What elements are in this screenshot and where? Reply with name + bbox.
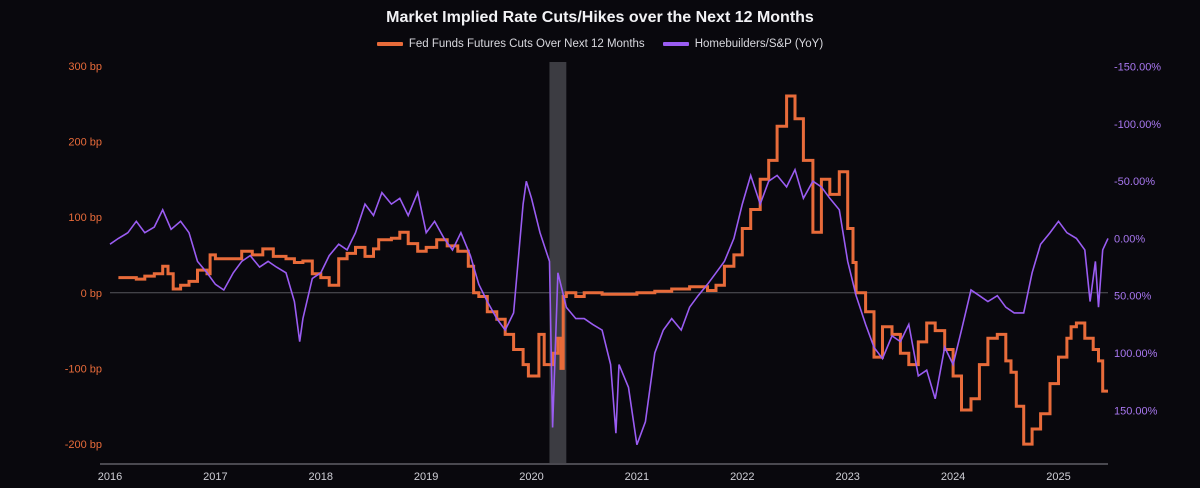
legend-swatch-homebuilders <box>662 42 689 46</box>
series-line-homebuilders <box>109 167 1109 445</box>
y-right-tick-label: 100.00% <box>1114 348 1158 360</box>
x-tick-label: 2017 <box>203 471 227 483</box>
y-left-tick-label: -200 bp <box>65 439 102 451</box>
x-tick-label: 2021 <box>625 471 649 483</box>
y-right-tick-label: -100.00% <box>1114 119 1161 131</box>
x-tick-label: 2024 <box>941 471 965 483</box>
x-tick-label: 2019 <box>414 471 438 483</box>
chart-legend: Fed Funds Futures Cuts Over Next 12 Mont… <box>0 38 1200 50</box>
y-left-tick-label: -100 bp <box>65 363 102 375</box>
x-tick-label: 2022 <box>730 471 754 483</box>
y-right-tick-label: -150.00% <box>1114 62 1161 74</box>
y-right-tick-label: 50.00% <box>1114 291 1152 303</box>
y-right-tick-label: -50.00% <box>1114 176 1155 188</box>
y-left-tick-label: 200 bp <box>68 136 102 148</box>
x-tick-label: 2016 <box>98 471 122 483</box>
y-left-tick-label: 300 bp <box>68 61 102 73</box>
legend-item-homebuilders[interactable]: Homebuilders/S&P (YoY) <box>662 38 824 50</box>
x-tick-label: 2018 <box>309 471 333 483</box>
y-left-tick-label: 0 bp <box>81 288 102 300</box>
y-right-tick-label: 150.00% <box>1114 405 1158 417</box>
x-tick-label: 2025 <box>1046 471 1070 483</box>
legend-label-homebuilders: Homebuilders/S&P (YoY) <box>694 38 824 50</box>
legend-swatch-fed-funds <box>376 42 403 46</box>
x-tick-label: 2023 <box>835 471 859 483</box>
y-left-tick-label: 100 bp <box>68 212 102 224</box>
series-line-fed-funds <box>118 94 1108 446</box>
legend-label-fed-funds: Fed Funds Futures Cuts Over Next 12 Mont… <box>408 38 645 50</box>
y-right-tick-label: 0.00% <box>1114 233 1145 245</box>
x-tick-label: 2020 <box>519 471 543 483</box>
chart-title: Market Implied Rate Cuts/Hikes over the … <box>386 9 814 26</box>
legend-item-fed-funds[interactable]: Fed Funds Futures Cuts Over Next 12 Mont… <box>376 38 645 50</box>
